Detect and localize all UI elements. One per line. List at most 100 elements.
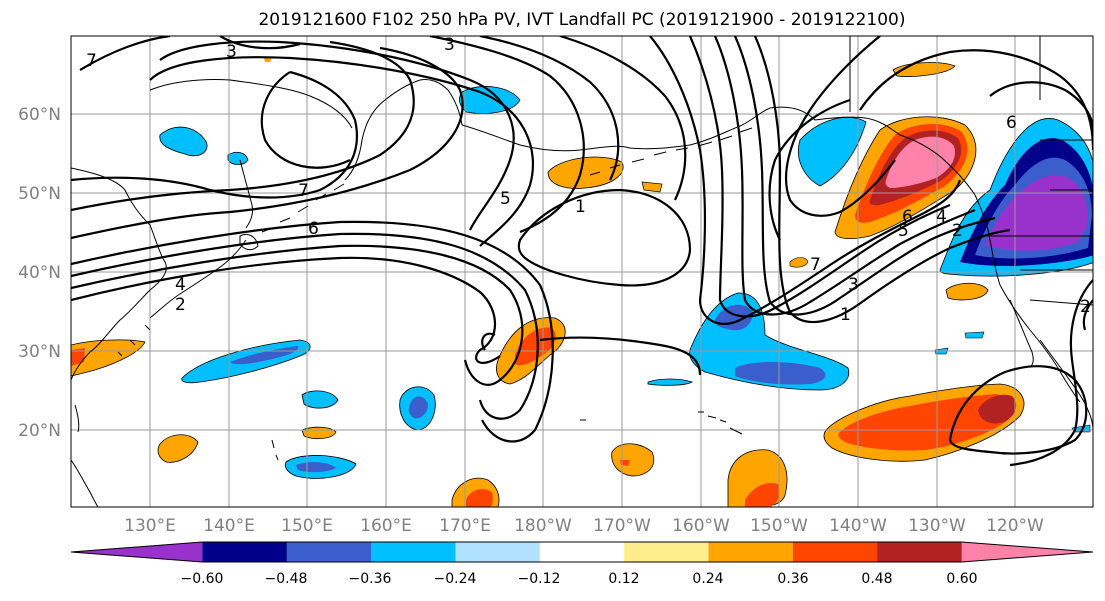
positive-anomaly-central-north <box>547 156 624 189</box>
colorbar-segment <box>792 542 878 562</box>
colorbar-extend-low <box>71 542 203 562</box>
contour-label: 2 <box>952 221 963 241</box>
pv-contour <box>989 81 1093 131</box>
map-frame <box>70 35 1094 508</box>
colorbar-segment <box>877 542 963 562</box>
pv-contour <box>71 256 501 364</box>
pv-contour <box>1082 299 1093 331</box>
kamchatka-coast <box>344 79 463 181</box>
siberia-north <box>461 107 771 152</box>
pv-contour <box>71 40 415 212</box>
colorbar-segment <box>286 542 372 562</box>
pv-contour <box>649 36 962 325</box>
lat-label: 60°N <box>18 105 61 125</box>
negative-anomaly-subtropical-core <box>735 362 826 385</box>
lon-label: 170°E <box>439 516 491 536</box>
negative-anomaly-gulf-alaska <box>798 116 867 187</box>
positive-anomaly-west-30n <box>71 339 146 377</box>
gridlines <box>71 36 1093 507</box>
pv-contour <box>688 36 951 318</box>
colorbar-tick-label: −0.36 <box>349 571 392 587</box>
pv-contour <box>559 36 687 201</box>
positive-anomaly-small-central <box>641 181 663 193</box>
contour-label: 3 <box>848 275 859 295</box>
pv-contour <box>260 71 351 169</box>
contour-labels: 7 3 3 7 6 5 1 4 2 7 3 1 5 6 4 2 6 2 <box>86 35 1091 325</box>
lon-label: 130°E <box>124 516 176 536</box>
mexico-coast <box>1039 339 1093 431</box>
negative-anomaly-kamchatka <box>159 126 208 157</box>
longitude-labels: 130°E 140°E 150°E 160°E 170°E 180°W 170°… <box>124 516 1044 536</box>
positive-anomaly-south-east-core <box>745 482 780 507</box>
negative-anomaly-tiny-baja <box>964 331 985 339</box>
colorbar <box>70 541 1094 563</box>
pv-contours <box>71 36 1093 467</box>
colorbar-extend-high <box>961 542 1093 562</box>
pv-contour <box>219 36 301 50</box>
colorbar-tick-label: 0.48 <box>861 571 892 587</box>
lon-label: 140°E <box>203 516 255 536</box>
pv-contour <box>713 36 976 316</box>
colorbar-outline <box>70 541 1094 563</box>
contour-label: 4 <box>936 207 947 227</box>
positive-anomaly-subtropical-west-core <box>515 327 556 366</box>
contour-label: 6 <box>1006 113 1017 133</box>
lat-label: 30°N <box>18 342 61 362</box>
pv-contour <box>1009 279 1093 467</box>
positive-anomaly-hawaii-east-dark <box>978 394 1017 424</box>
colorbar-segment <box>539 542 625 562</box>
negative-anomaly-isolated-22n-core <box>408 396 428 419</box>
lon-label: 160°W <box>672 516 730 536</box>
pv-contour <box>149 56 534 247</box>
latitude-labels: 60°N 50°N 40°N 30°N 20°N <box>18 105 61 441</box>
negative-anomaly-south-west-core <box>296 462 336 473</box>
pv-contour <box>517 188 692 287</box>
us-states <box>1020 139 1093 306</box>
contour-label: 7 <box>86 51 97 71</box>
negative-anomaly-small-25n <box>301 390 339 409</box>
lon-label: 150°W <box>750 516 808 536</box>
japan-hokkaido <box>239 233 259 251</box>
pv-contour <box>539 336 702 376</box>
contour-label: 4 <box>175 275 186 295</box>
colorbar-tick-label: −0.12 <box>518 571 561 587</box>
lon-label: 130°W <box>908 516 966 536</box>
lon-label: 150°E <box>281 516 333 536</box>
contour-label: 6 <box>308 219 319 239</box>
lon-label: 160°E <box>360 516 412 536</box>
pv-contour <box>79 36 171 71</box>
contour-label: 2 <box>1080 297 1091 317</box>
pv-contour <box>71 46 464 240</box>
colorbar-tick-label: 0.60 <box>946 571 977 587</box>
lon-label: 140°W <box>829 516 887 536</box>
pv-contour <box>481 332 496 351</box>
pv-contour <box>429 36 585 234</box>
lon-label: 120°W <box>986 516 1044 536</box>
pv-contour <box>71 244 524 386</box>
colorbar-tick-label: −0.60 <box>181 571 224 587</box>
contour-label: 3 <box>226 42 237 62</box>
colorbar-tick-label: 0.36 <box>777 571 808 587</box>
colorbar-tick-labels: −0.60 −0.48 −0.36 −0.24 −0.12 0.12 0.24 … <box>181 571 978 587</box>
pv-contour <box>71 220 554 443</box>
positive-anomaly-tiny-near <box>789 257 809 268</box>
pv-contour <box>71 70 359 199</box>
sakhalin-coast <box>239 159 253 229</box>
contour-label: 7 <box>810 255 821 275</box>
hawaii-islands <box>698 411 743 435</box>
ryukyu-islands <box>117 324 151 357</box>
pv-contour <box>71 232 539 420</box>
map-area: 7 3 3 7 6 5 1 4 2 7 3 1 5 6 4 2 6 2 <box>71 35 1093 507</box>
colorbar-segment <box>371 542 456 562</box>
lon-label: 170°W <box>593 516 651 536</box>
negative-anomaly-small-north <box>227 151 249 165</box>
okhotsk-coast <box>149 79 353 129</box>
contour-label: 3 <box>444 35 455 55</box>
marianas <box>271 439 279 461</box>
positive-anomaly-south-mid-core <box>466 489 493 507</box>
pv-contour <box>785 36 896 217</box>
lat-label: 40°N <box>18 263 61 283</box>
contour-label: 6 <box>902 207 913 227</box>
contour-label: 1 <box>575 197 586 217</box>
